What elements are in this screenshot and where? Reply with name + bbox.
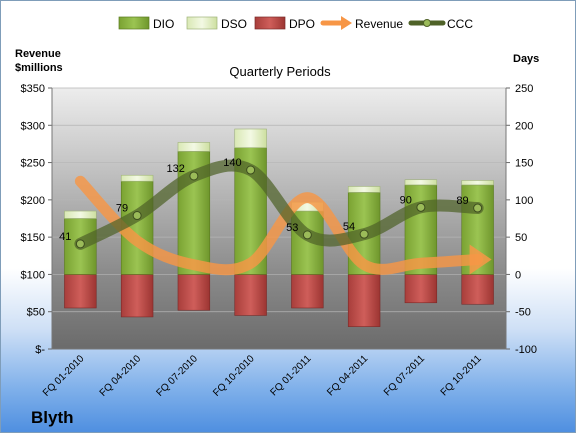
left-tick-label: $300 bbox=[21, 120, 45, 132]
revenue-arrowhead bbox=[469, 244, 492, 275]
legend-label-dso: DSO bbox=[221, 17, 247, 31]
y-right-title: Days bbox=[513, 53, 539, 65]
legend: DIO DSO DPO Revenue CCC bbox=[118, 16, 473, 31]
right-tick-label: -100 bbox=[515, 344, 537, 356]
lines: 41 79 132 140 53 54 90 89 bbox=[59, 157, 492, 276]
dpo-bar bbox=[234, 274, 267, 316]
dpo-bar bbox=[347, 274, 381, 327]
right-tick-label: 0 bbox=[515, 269, 521, 281]
x-tick-label: FQ 01-2011 bbox=[269, 353, 314, 398]
left-axis: $- $50 $100 $150 $200 $250 $300 $350 bbox=[21, 83, 53, 356]
dpo-bar bbox=[404, 274, 438, 304]
x-tick-label: FQ 04-2011 bbox=[325, 353, 370, 398]
legend-item-dso: DSO bbox=[186, 16, 247, 31]
left-tick-label: $200 bbox=[21, 195, 45, 207]
legend-item-dpo: DPO bbox=[254, 16, 315, 31]
dpo-bar bbox=[291, 274, 324, 309]
x-tick-label: FQ 04-2010 bbox=[98, 353, 144, 399]
y-left-title-line2: $millions bbox=[15, 62, 63, 74]
dso-bar bbox=[64, 210, 97, 219]
right-tick-label: -50 bbox=[515, 307, 531, 319]
left-tick-label: $250 bbox=[21, 158, 45, 170]
legend-label-ccc: CCC bbox=[447, 17, 473, 31]
company-name: Blyth bbox=[31, 408, 74, 427]
ccc-point bbox=[473, 203, 483, 213]
ccc-point bbox=[416, 202, 426, 212]
ccc-point bbox=[359, 229, 369, 239]
legend-item-dio: DIO bbox=[118, 16, 174, 31]
dso-bar bbox=[461, 180, 494, 186]
ccc-point bbox=[302, 230, 312, 240]
ccc-data-label: 41 bbox=[59, 231, 71, 243]
dso-bar bbox=[404, 179, 438, 186]
right-tick-label: 200 bbox=[515, 120, 533, 132]
dpo-bar bbox=[177, 274, 211, 311]
legend-label-dio: DIO bbox=[153, 17, 174, 31]
legend-label-revenue: Revenue bbox=[355, 17, 403, 31]
ccc-data-label: 140 bbox=[223, 157, 241, 169]
ccc-data-label: 53 bbox=[286, 222, 298, 234]
ccc-point bbox=[189, 171, 199, 181]
revenue-line bbox=[74, 175, 484, 276]
y-left-title-line1: Revenue bbox=[15, 48, 61, 60]
ccc-point bbox=[246, 165, 256, 175]
right-tick-label: 100 bbox=[515, 195, 533, 207]
ccc-data-label: 90 bbox=[400, 194, 412, 206]
dso-bar bbox=[120, 174, 154, 182]
ccc-point bbox=[132, 211, 142, 221]
ccc-data-label: 79 bbox=[116, 203, 128, 215]
dso-bar bbox=[177, 142, 211, 152]
dpo-bar bbox=[64, 274, 97, 309]
bars bbox=[64, 128, 494, 327]
ccc-data-label: 132 bbox=[167, 163, 185, 175]
dso-bar bbox=[234, 128, 267, 148]
right-tick-label: 250 bbox=[515, 83, 533, 95]
dpo-bar bbox=[461, 274, 494, 305]
left-tick-label: $- bbox=[35, 344, 45, 356]
ccc-data-label: 89 bbox=[456, 195, 468, 207]
right-tick-label: 150 bbox=[515, 158, 533, 170]
ccc-point bbox=[75, 239, 85, 249]
x-tick-label: FQ 10-2011 bbox=[439, 353, 484, 398]
left-tick-label: $350 bbox=[21, 83, 45, 95]
left-tick-label: $50 bbox=[27, 307, 45, 319]
ccc-data-label: 54 bbox=[343, 221, 355, 233]
chart-title: Quarterly Periods bbox=[229, 64, 331, 79]
left-tick-label: $150 bbox=[21, 232, 45, 244]
x-axis: FQ 01-2010 FQ 04-2010 FQ 07-2010 FQ 10-2010… bbox=[41, 348, 506, 399]
legend-item-revenue: Revenue bbox=[320, 16, 403, 31]
right-axis: -100 -50 0 50 100 150 200 250 bbox=[505, 83, 537, 356]
x-tick-label: FQ 01-2010 bbox=[41, 353, 87, 399]
right-tick-label: 50 bbox=[515, 232, 527, 244]
dpo-bar bbox=[120, 274, 154, 318]
legend-item-ccc: CCC bbox=[408, 17, 473, 31]
x-tick-label: FQ 07-2011 bbox=[382, 353, 427, 398]
x-tick-label: FQ 07-2010 bbox=[154, 353, 200, 399]
dso-bar bbox=[347, 186, 381, 193]
ccc-line bbox=[74, 159, 484, 250]
legend-label-dpo: DPO bbox=[289, 17, 315, 31]
x-tick-label: FQ 10-2010 bbox=[211, 353, 257, 399]
left-tick-label: $100 bbox=[21, 269, 45, 281]
